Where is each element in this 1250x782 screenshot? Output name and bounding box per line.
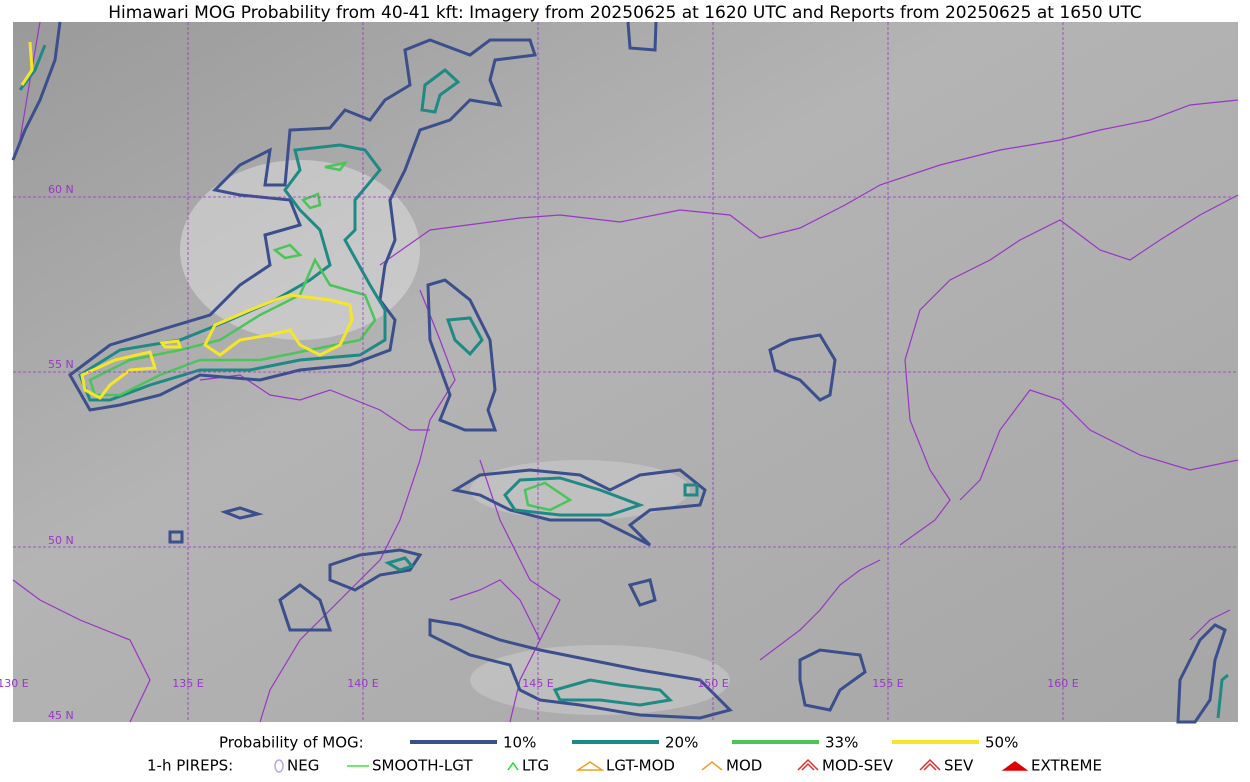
legend-label: 10%	[503, 734, 536, 752]
lat-label: 55 N	[48, 358, 74, 371]
legend: Probability of MOG: 1-h PIREPS: NEG SMOO…	[147, 734, 1102, 775]
lon-label: 130 E	[0, 677, 29, 690]
pirep-icons	[274, 758, 1029, 773]
lon-label: 155 E	[872, 677, 903, 690]
legend-label: 33%	[825, 734, 858, 752]
lon-label: 140 E	[347, 677, 378, 690]
lat-label: 45 N	[48, 709, 74, 722]
legend-label: EXTREME	[1031, 757, 1102, 775]
cloud	[180, 160, 420, 340]
title: Himawari MOG Probability from 40-41 kft:…	[108, 3, 1142, 23]
legend-title: 1-h PIREPS:	[147, 757, 233, 775]
lon-label: 150 E	[697, 677, 728, 690]
legend-label: MOD	[726, 757, 762, 775]
legend-label: NEG	[287, 757, 319, 775]
legend-label: LGT-MOD	[606, 757, 675, 775]
lon-label: 135 E	[172, 677, 203, 690]
legend-title: Probability of MOG:	[219, 734, 364, 752]
graticule	[13, 22, 1238, 722]
legend-label: LTG	[522, 757, 549, 775]
lat-label: 60 N	[48, 183, 74, 196]
lon-label: 145 E	[522, 677, 553, 690]
map: 60 N 55 N 50 N 45 N 130 E 135 E 140 E 14…	[0, 21, 1239, 724]
cloud	[470, 460, 690, 520]
legend-label: SEV	[944, 757, 974, 775]
legend-label: SMOOTH-LGT	[372, 757, 473, 775]
legend-label: 50%	[985, 734, 1018, 752]
legend-label: MOD-SEV	[822, 757, 894, 775]
lon-label: 160 E	[1047, 677, 1078, 690]
legend-label: 20%	[665, 734, 698, 752]
contours	[11, 21, 1229, 724]
coastlines	[12, 21, 1239, 723]
lat-label: 50 N	[48, 534, 74, 547]
